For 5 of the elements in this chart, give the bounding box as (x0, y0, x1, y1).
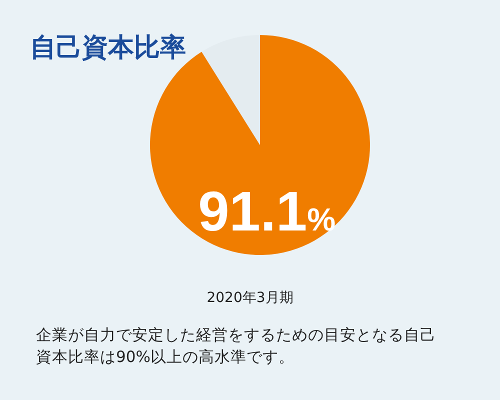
text: 企業が自力で安定した経営をするための目安となる自己資本比率は90%以上の高水準です。 (36, 326, 436, 366)
text: 2020年3月期 (206, 290, 294, 306)
chart-title: 自己資本比率 (30, 33, 186, 63)
data-label: 91.1% (198, 180, 336, 243)
pie-slice (202, 35, 260, 145)
